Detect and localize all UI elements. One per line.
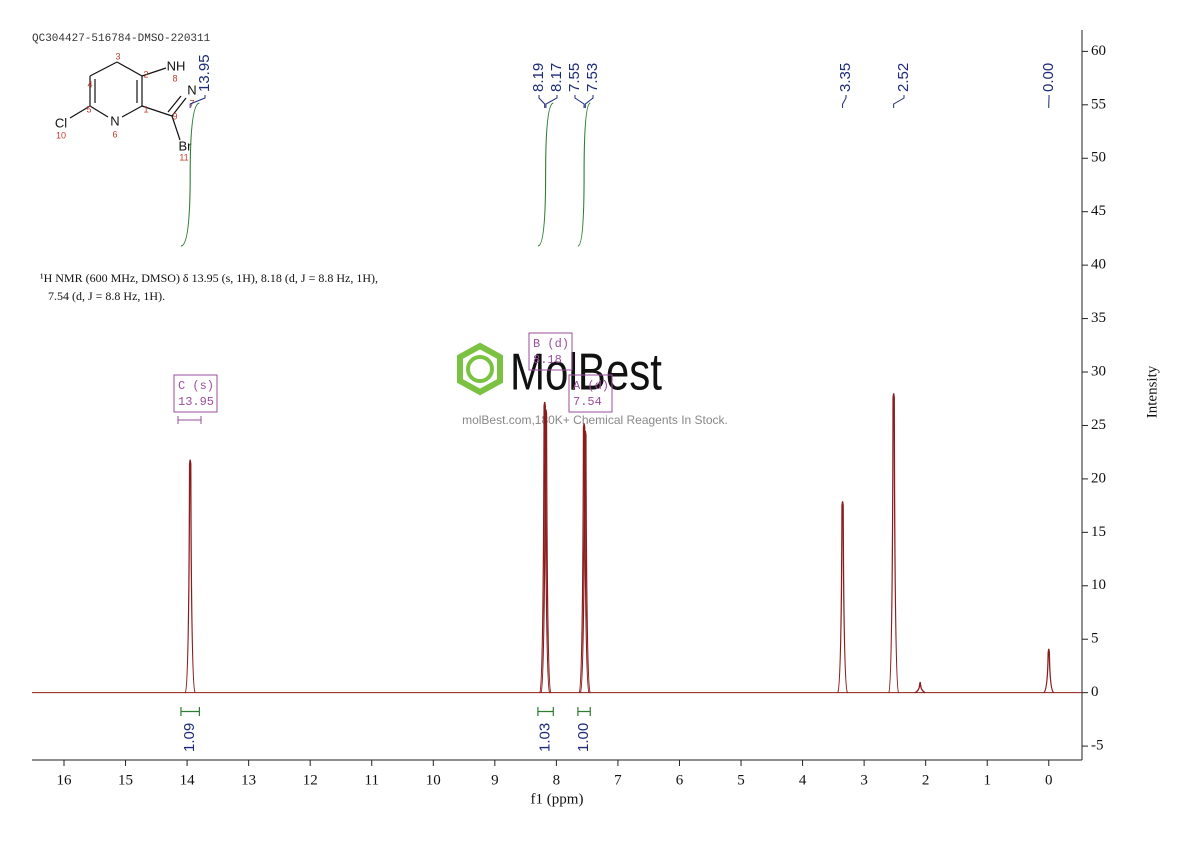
integral-label: 1.09 bbox=[181, 723, 198, 752]
peak-pick-connector bbox=[574, 95, 585, 108]
x-tick-label: 8 bbox=[553, 772, 561, 788]
peak bbox=[540, 409, 552, 694]
x-tick-label: 6 bbox=[676, 772, 684, 788]
y-tick-label: 40 bbox=[1091, 257, 1106, 273]
multiplet-box bbox=[173, 374, 218, 413]
x-tick-label: 9 bbox=[491, 772, 499, 788]
y-tick-label: 30 bbox=[1091, 363, 1106, 379]
peak-pick-connector bbox=[538, 95, 546, 108]
peak-pick-connector bbox=[584, 95, 594, 108]
x-tick-label: 3 bbox=[860, 772, 868, 788]
peak-pick-connector bbox=[893, 95, 905, 108]
integral-curve bbox=[180, 102, 200, 247]
description-line: 7.54 (d, J = 8.8 Hz, 1H). bbox=[48, 289, 165, 303]
peak bbox=[578, 423, 590, 694]
multiplet-box bbox=[528, 332, 573, 371]
x-tick-label: 0 bbox=[1045, 772, 1053, 788]
x-tick-label: 4 bbox=[799, 772, 807, 788]
x-tick-label: 16 bbox=[57, 772, 73, 788]
y-tick-label: 50 bbox=[1091, 150, 1106, 166]
y-tick-label: -5 bbox=[1091, 738, 1104, 754]
peak-pick-label: 2.52 bbox=[895, 63, 912, 92]
atom-label: NH bbox=[167, 58, 186, 73]
multiplet-name: A (d) bbox=[573, 379, 609, 393]
peak-pick-label: 8.19 bbox=[530, 63, 547, 92]
peak bbox=[914, 681, 926, 694]
peak-pick-label: 13.95 bbox=[196, 54, 213, 92]
integral-curve bbox=[577, 102, 591, 247]
y-axis-label: Intensity bbox=[1144, 365, 1160, 418]
sample-id: QC304427-516784-DMSO-220311 bbox=[32, 33, 211, 45]
atom-label: N bbox=[187, 82, 196, 97]
x-tick-label: 13 bbox=[241, 772, 256, 788]
integral-bracket bbox=[180, 707, 201, 716]
atom-number: 6 bbox=[112, 129, 117, 139]
peak bbox=[888, 393, 900, 694]
atom-label: Br bbox=[179, 138, 193, 153]
peak-pick-label: 7.53 bbox=[584, 63, 601, 92]
peak bbox=[836, 501, 849, 694]
multiplet-name: B (d) bbox=[533, 337, 569, 351]
atom-label: Cl bbox=[55, 115, 67, 130]
description-line: ¹H NMR (600 MHz, DMSO) δ 13.95 (s, 1H), … bbox=[40, 271, 378, 285]
y-tick-label: 35 bbox=[1091, 310, 1106, 326]
y-tick-label: 15 bbox=[1091, 524, 1106, 540]
atom-number: 5 bbox=[86, 104, 91, 114]
y-tick-label: 0 bbox=[1091, 684, 1099, 700]
multiplet-bracket bbox=[177, 416, 202, 424]
peak bbox=[1043, 648, 1055, 694]
watermark-logo: MolBest bbox=[510, 344, 662, 402]
multiplet-shift: 13.95 bbox=[178, 395, 214, 409]
peak-pick-connector bbox=[189, 95, 206, 108]
atom-number: 4 bbox=[87, 79, 92, 89]
atom-number: 1 bbox=[143, 104, 148, 114]
peak-pick-connector bbox=[842, 95, 847, 108]
watermark: MolBest molBest.com,180K+ Chemical Reage… bbox=[457, 342, 728, 427]
y-tick-label: 55 bbox=[1091, 96, 1106, 112]
multiplet-name: C (s) bbox=[178, 379, 214, 393]
atom-label: N bbox=[110, 113, 119, 128]
y-tick-label: 60 bbox=[1091, 43, 1106, 59]
y-tick-label: 10 bbox=[1091, 577, 1106, 593]
structure-bonds bbox=[69, 61, 187, 141]
peak bbox=[539, 401, 551, 694]
watermark-tagline: molBest.com,180K+ Chemical Reagents In S… bbox=[462, 413, 728, 427]
x-tick-label: 14 bbox=[180, 772, 196, 788]
multiplet-box bbox=[568, 374, 613, 413]
atom-number: 8 bbox=[172, 73, 177, 83]
x-tick-label: 11 bbox=[365, 772, 379, 788]
x-tick-label: 10 bbox=[426, 772, 441, 788]
x-tick-label: 12 bbox=[303, 772, 318, 788]
y-tick-label: 25 bbox=[1091, 417, 1106, 433]
x-tick-label: 1 bbox=[983, 772, 991, 788]
peak-pick-label: 3.35 bbox=[837, 63, 854, 92]
x-tick-label: 2 bbox=[922, 772, 930, 788]
integral-bracket bbox=[577, 707, 591, 716]
x-tick-label: 15 bbox=[118, 772, 133, 788]
peak bbox=[579, 430, 591, 694]
y-tick-label: 45 bbox=[1091, 203, 1106, 219]
integral-label: 1.00 bbox=[575, 723, 592, 752]
atom-number: 9 bbox=[172, 111, 177, 121]
x-tick-label: 7 bbox=[614, 772, 622, 788]
x-tick-label: 5 bbox=[737, 772, 745, 788]
atom-number: 10 bbox=[56, 130, 66, 140]
y-tick-label: 20 bbox=[1091, 470, 1106, 486]
atom-number: 2 bbox=[143, 69, 148, 79]
atom-number: 3 bbox=[115, 51, 120, 61]
peak-pick-label: 0.00 bbox=[1040, 63, 1057, 92]
integral-curve bbox=[537, 102, 554, 247]
integral-bracket bbox=[537, 707, 554, 716]
peak bbox=[184, 459, 196, 694]
peak-pick-label: 8.17 bbox=[548, 63, 565, 92]
peak-pick-connector bbox=[545, 95, 558, 108]
peak-pick-label: 7.55 bbox=[566, 63, 583, 92]
integral-label: 1.03 bbox=[537, 723, 554, 752]
multiplet-shift: 8.18 bbox=[533, 353, 562, 367]
x-axis-label: f1 (ppm) bbox=[531, 791, 584, 807]
atom-number: 11 bbox=[179, 152, 188, 162]
y-tick-label: 5 bbox=[1091, 631, 1099, 647]
multiplet-shift: 7.54 bbox=[573, 395, 602, 409]
